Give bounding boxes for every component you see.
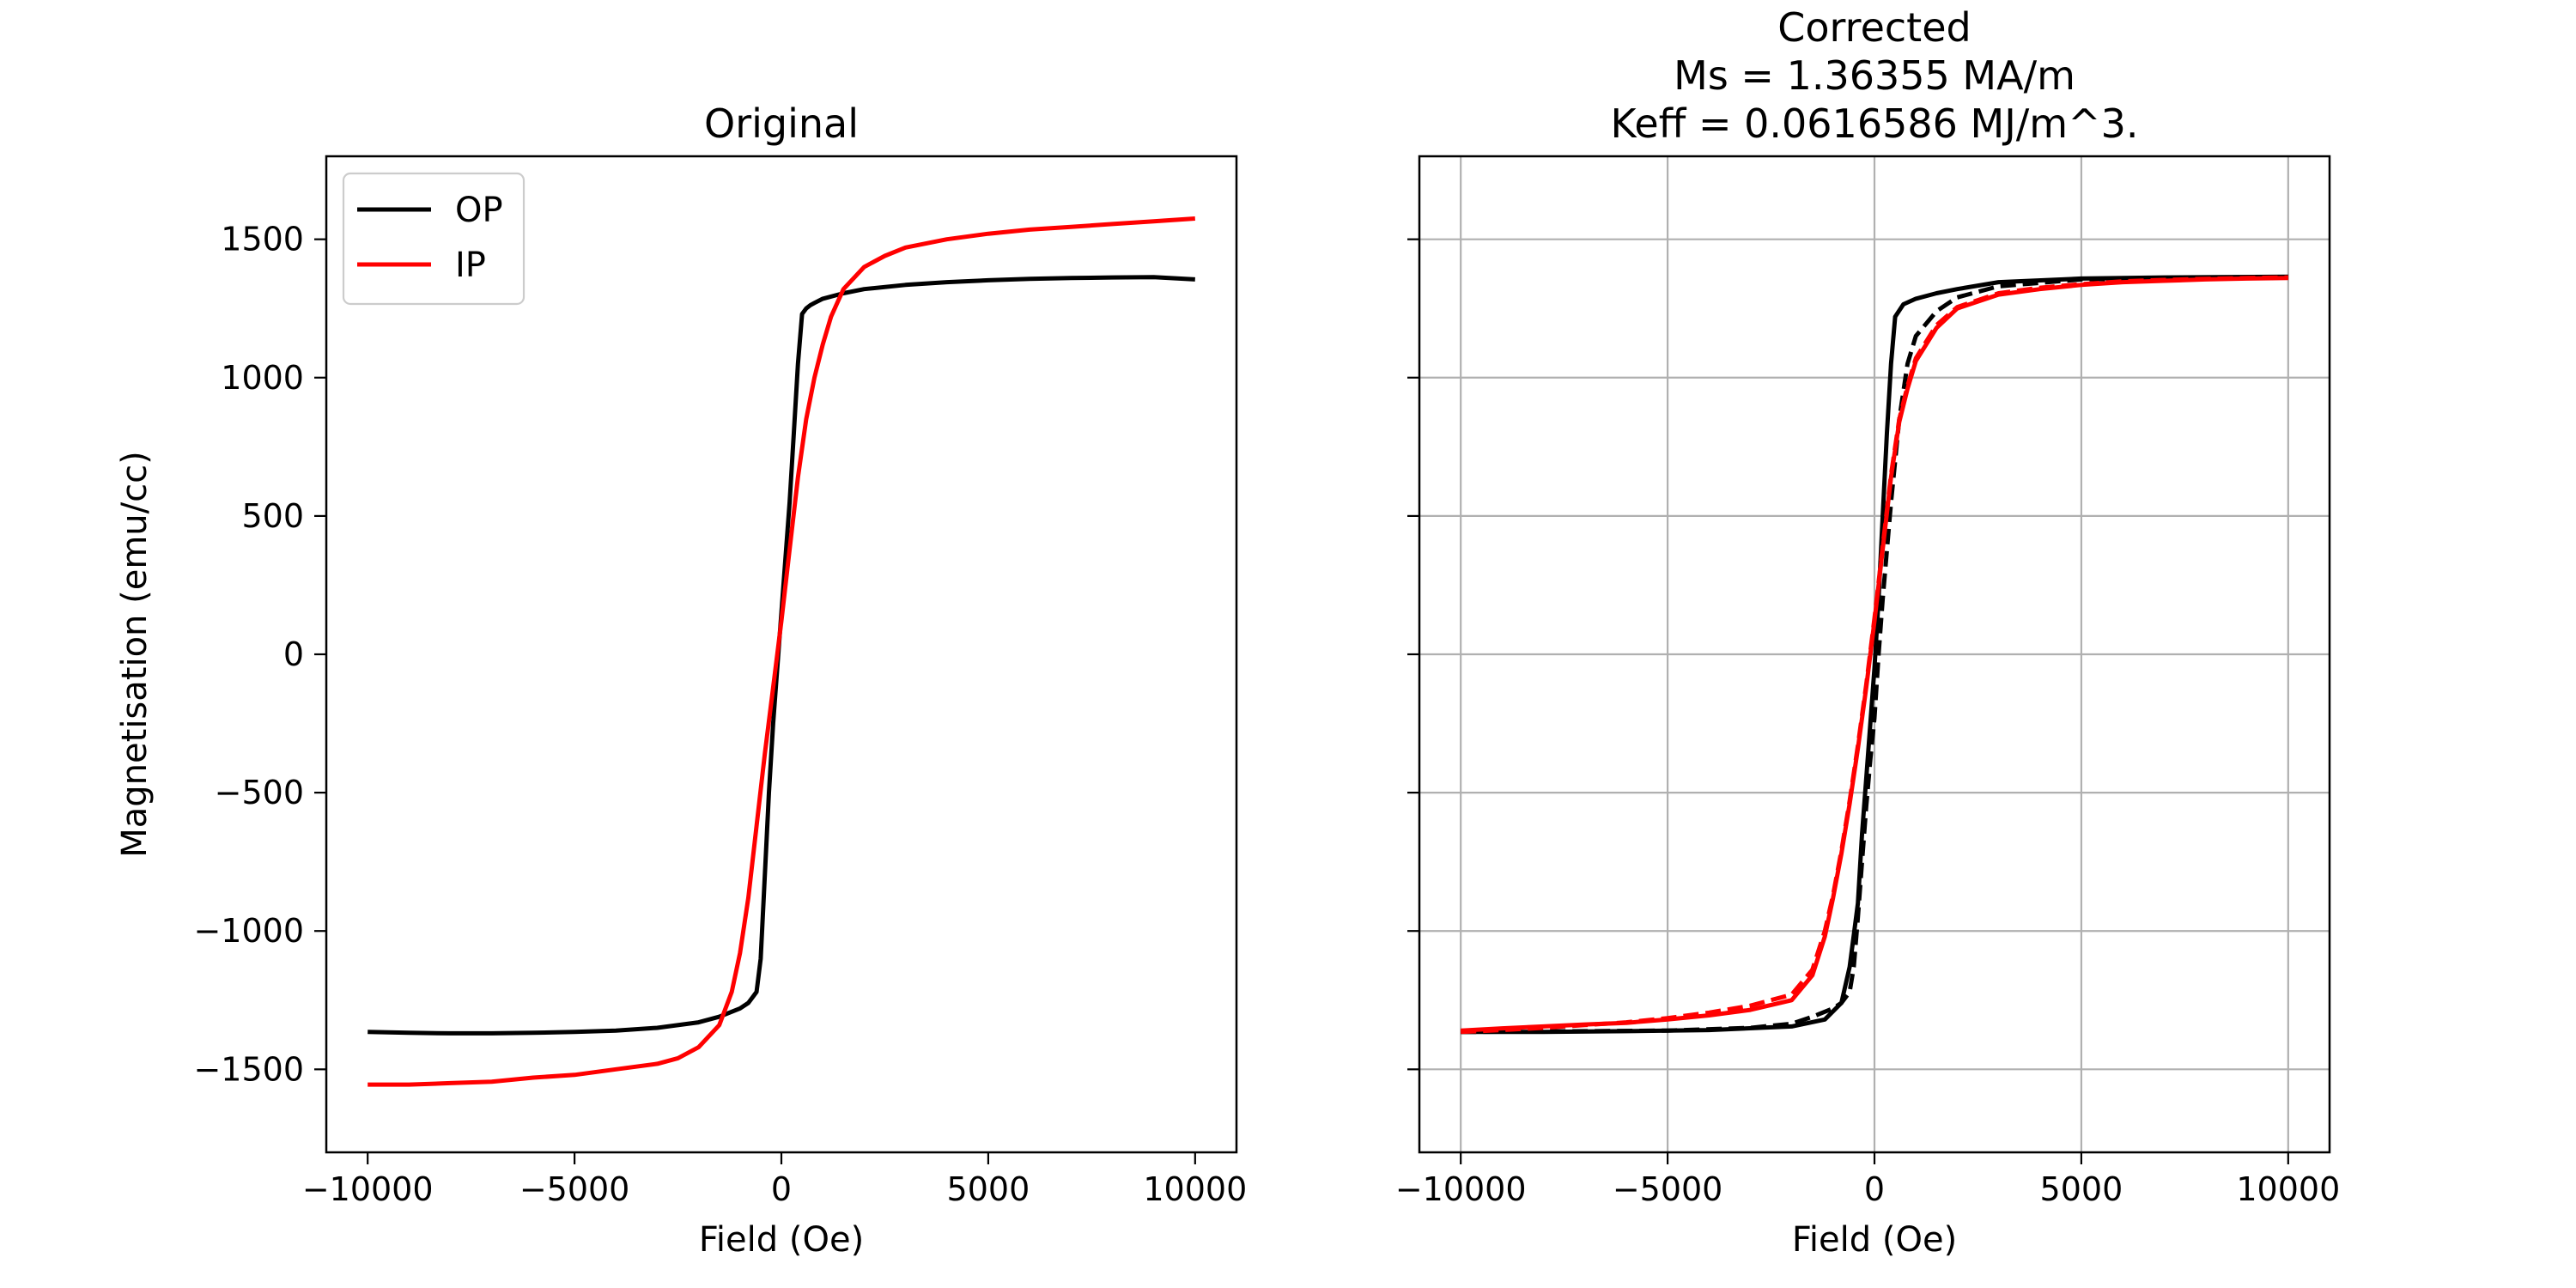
corrected-title-line: Keff = 0.0616586 MJ/m^3. xyxy=(1610,100,2138,147)
original-title-line: Original xyxy=(704,100,859,147)
original-x-tick-label: −10000 xyxy=(302,1170,434,1208)
original-legend: OP IP xyxy=(342,172,526,306)
corrected-series-line-1 xyxy=(1461,275,2288,1035)
original-legend-label: OP xyxy=(455,191,503,230)
original-legend-box xyxy=(342,172,526,306)
original-panel: −10000 −5000 0 5000 10000−1500−1000−50005001… xyxy=(115,100,1247,1260)
original-y-tick-label: 1000 xyxy=(221,359,304,397)
corrected-x-tick-label: 10000 xyxy=(2236,1170,2340,1208)
corrected-series-line-3 xyxy=(1461,275,2288,1035)
original-y-tick-label: −500 xyxy=(215,774,304,811)
original-x-tick-label: 5000 xyxy=(947,1170,1030,1208)
original-x-tick-label: 10000 xyxy=(1143,1170,1247,1208)
original-y-tick-label: 0 xyxy=(283,635,304,673)
corrected-x-tick-label: 5000 xyxy=(2040,1170,2123,1208)
corrected-x-tick-label: 0 xyxy=(1864,1170,1885,1208)
original-series-line-1 xyxy=(368,216,1195,1087)
original-title: Original xyxy=(704,100,859,147)
original-x-axis-label: Field (Oe) xyxy=(699,1220,864,1260)
corrected-x-tick-label: −5000 xyxy=(1613,1170,1723,1208)
corrected-series-layer xyxy=(1461,274,2288,1035)
original-ticks: −10000 −5000 0 5000 10000−1500−1000−50005001… xyxy=(193,221,1247,1208)
corrected-ticks: −10000 −5000 0 5000 10000 xyxy=(1395,238,2340,1208)
original-y-axis-label: Magnetisation (emu/cc) xyxy=(115,451,155,857)
original-y-tick-label: 500 xyxy=(241,497,304,535)
corrected-x-axis-label: Field (Oe) xyxy=(1792,1220,1957,1260)
original-legend-label: IP xyxy=(455,246,486,285)
corrected-title-line: Corrected xyxy=(1777,4,1971,51)
original-y-tick-label: −1500 xyxy=(193,1050,304,1088)
corrected-series-line-0 xyxy=(1461,274,2288,1035)
original-y-tick-label: −1000 xyxy=(193,912,304,950)
original-x-tick-label: 0 xyxy=(771,1170,792,1208)
corrected-x-tick-label: −10000 xyxy=(1395,1170,1527,1208)
original-y-tick-label: 1500 xyxy=(221,221,304,258)
original-x-tick-label: −5000 xyxy=(519,1170,630,1208)
corrected-title-line: Ms = 1.36355 MA/m xyxy=(1674,52,2075,99)
original-series-layer xyxy=(368,216,1195,1087)
